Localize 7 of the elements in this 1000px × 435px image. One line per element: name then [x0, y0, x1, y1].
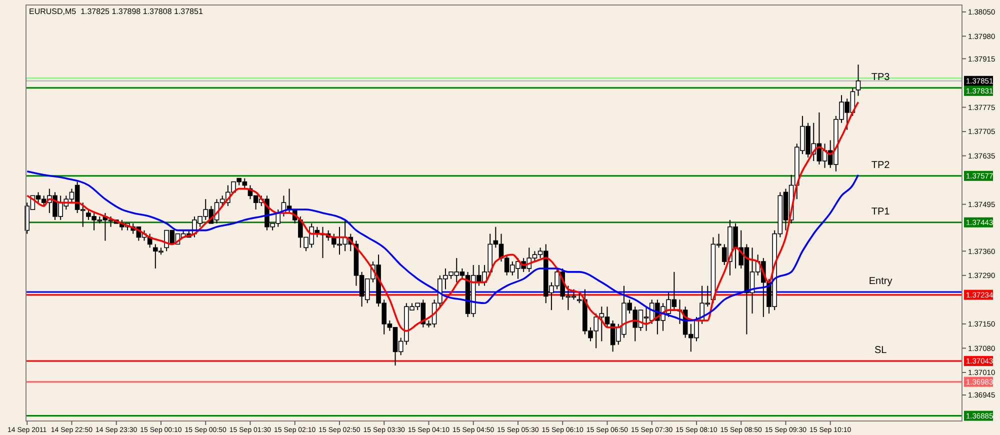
annotation: TP3	[871, 72, 890, 83]
annotation: TP1	[871, 206, 890, 218]
annotation: SL	[874, 345, 888, 356]
candlestick	[856, 64, 861, 96]
annotation: TP2	[871, 160, 890, 171]
chart-title: EURUSD,M5 1.37825 1.37898 1.37808 1.37851	[29, 7, 204, 16]
annotation: Entry	[868, 276, 892, 288]
